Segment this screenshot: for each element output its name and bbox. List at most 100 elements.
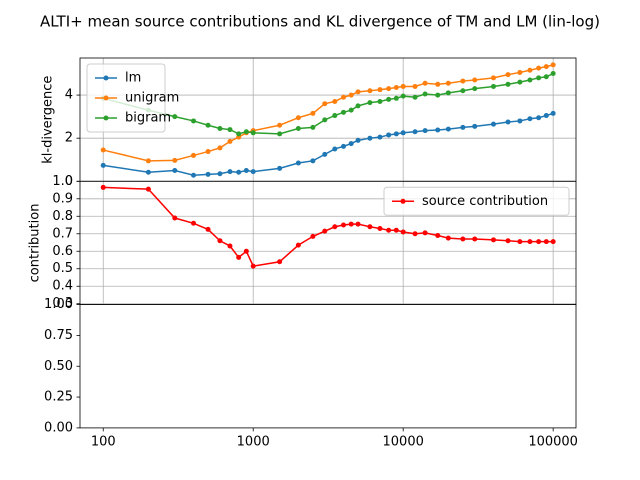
figure-title: ALTI+ mean source contributions and KL d…: [40, 13, 600, 31]
y-tick-label: 4: [65, 88, 73, 103]
plot-area: [80, 304, 576, 428]
data-point: [422, 128, 428, 134]
data-point: [191, 220, 197, 226]
data-point: [490, 237, 496, 243]
data-point: [550, 239, 556, 245]
data-point: [355, 89, 361, 95]
data-point: [348, 141, 354, 147]
data-point: [295, 125, 301, 131]
data-point: [412, 231, 418, 237]
data-point: [341, 109, 347, 115]
data-point: [527, 239, 533, 245]
legend: lm unigram bigram: [86, 63, 179, 133]
data-point: [422, 230, 428, 236]
data-point: [205, 122, 211, 128]
data-point: [505, 72, 511, 78]
data-point: [348, 107, 354, 113]
y-axis-label: kl-divergence: [41, 76, 56, 164]
data-point: [377, 87, 383, 93]
data-point: [517, 239, 523, 245]
data-point: [355, 137, 361, 143]
y-tick-label: 0.5: [52, 261, 73, 276]
data-point: [400, 83, 406, 89]
data-point: [295, 115, 301, 121]
data-point: [100, 184, 106, 190]
data-point: [145, 169, 151, 175]
data-point: [422, 80, 428, 86]
legend-marker: [103, 75, 109, 81]
data-point: [332, 113, 338, 119]
data-point: [550, 110, 556, 116]
data-point: [435, 127, 441, 133]
x-tick-label: 100: [91, 434, 116, 449]
legend-marker: [103, 115, 109, 121]
data-point: [505, 119, 511, 125]
data-point: [322, 228, 328, 234]
data-point: [217, 145, 223, 151]
data-point: [527, 67, 533, 73]
data-point: [460, 78, 466, 84]
y-tick-label: 0.7: [52, 226, 73, 241]
data-point: [341, 94, 347, 100]
data-point: [550, 71, 556, 77]
data-point: [100, 147, 106, 153]
legend-box: [86, 63, 166, 133]
data-point: [227, 169, 233, 175]
data-point: [217, 171, 223, 177]
data-point: [236, 169, 242, 175]
data-point: [400, 93, 406, 99]
data-point: [472, 77, 478, 83]
data-point: [332, 99, 338, 105]
data-point: [472, 123, 478, 129]
data-point: [355, 103, 361, 109]
legend-label: lm: [125, 71, 141, 86]
legend: source contribution: [383, 186, 570, 216]
data-point: [367, 100, 373, 106]
data-point: [277, 259, 283, 265]
data-point: [543, 239, 549, 245]
y-tick-label: 2: [65, 131, 73, 146]
data-point: [172, 157, 178, 163]
data-point: [393, 85, 399, 91]
data-point: [145, 158, 151, 164]
data-point: [472, 86, 478, 92]
data-point: [377, 134, 383, 140]
data-point: [445, 126, 451, 132]
data-point: [243, 168, 249, 174]
data-point: [236, 131, 242, 137]
x-tick-label: 10000: [383, 434, 424, 449]
data-point: [393, 131, 399, 137]
data-point: [217, 238, 223, 244]
data-point: [310, 158, 316, 164]
data-point: [460, 124, 466, 130]
y-tick-label: 0.4: [52, 279, 73, 294]
data-point: [332, 224, 338, 230]
data-point: [322, 101, 328, 107]
y-tick-label: 0.00: [44, 420, 73, 435]
data-point: [490, 83, 496, 89]
data-point: [412, 129, 418, 135]
data-point: [250, 169, 256, 175]
data-point: [227, 243, 233, 249]
y-tick-label: 0: [65, 174, 73, 189]
data-point: [445, 90, 451, 96]
y-tick-label: 1.00: [44, 297, 73, 312]
y-axis-label: contribution: [28, 204, 43, 283]
data-point: [355, 221, 361, 227]
data-point: [310, 110, 316, 116]
data-point: [460, 236, 466, 242]
data-point: [191, 118, 197, 124]
data-point: [341, 143, 347, 149]
data-point: [435, 92, 441, 98]
data-point: [393, 227, 399, 233]
data-point: [367, 224, 373, 230]
legend-label: bigram: [125, 111, 171, 126]
data-point: [172, 215, 178, 221]
y-tick-label: 1.0: [52, 174, 73, 189]
data-point: [435, 81, 441, 87]
data-point: [367, 88, 373, 94]
data-point: [205, 171, 211, 177]
data-point: [243, 129, 249, 135]
y-tick-label: 0.6: [52, 244, 73, 259]
